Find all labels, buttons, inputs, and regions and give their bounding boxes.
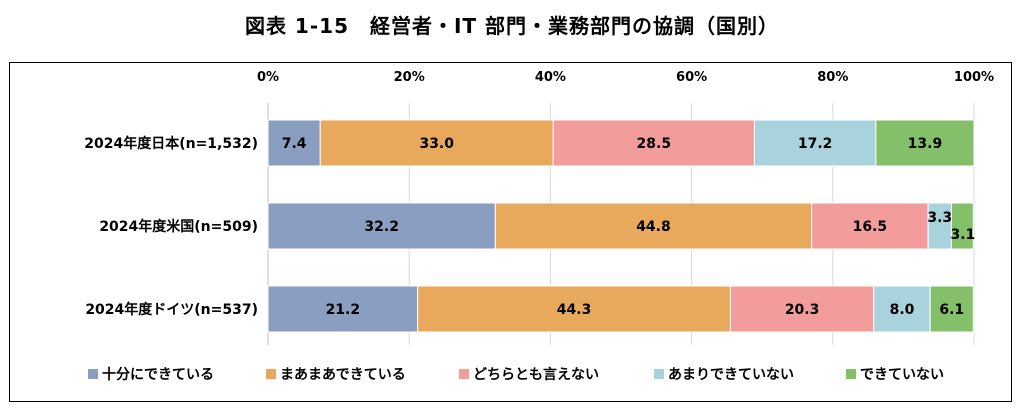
data-label: 7.4 bbox=[282, 136, 307, 152]
bar-segment bbox=[929, 285, 974, 333]
x-tick-label: 80% bbox=[817, 70, 848, 85]
stacked-bar-chart: 0% 20% 40% 60% 80% 100% 2024年度日本(n=1,532)2024… bbox=[84, 70, 994, 383]
x-tick-label: 60% bbox=[676, 70, 707, 85]
bar-segment bbox=[753, 119, 877, 167]
x-tick-label: 0% bbox=[257, 70, 279, 85]
data-labels: 7.4 33.0 28.5 17.2 13.9 32.2 44.8 16.5 3.33.1 21.… bbox=[282, 136, 976, 318]
data-label: 44.8 bbox=[636, 219, 671, 235]
chart-frame: 0% 20% 40% 60% 80% 100% 2024年度日本(n=1,532) 2024… bbox=[9, 62, 1012, 402]
legend: 十分にできている まあまあできている どちらとも言えない あまりできていない できていな… bbox=[88, 366, 944, 383]
x-axis-ticks: 0% 20% 40% 60% 80% 100% bbox=[257, 70, 994, 85]
legend-label: まあまあできている bbox=[280, 367, 406, 383]
data-label: 33.0 bbox=[419, 136, 454, 152]
bar-segment bbox=[319, 119, 554, 167]
category-label: 2024年度米国(n=509) bbox=[99, 218, 258, 235]
chart-title: 図表 1-15 経営者・IT 部門・業務部門の協調（国別） bbox=[244, 14, 780, 38]
category-labels: 2024年度日本(n=1,532) 2024年度米国(n=509) 2024年度ドイ… bbox=[84, 135, 258, 318]
data-label: 6.1 bbox=[939, 302, 964, 318]
data-label: 20.3 bbox=[785, 302, 820, 318]
legend-swatch bbox=[459, 369, 469, 379]
bar-segment bbox=[950, 202, 974, 250]
bar-segment bbox=[875, 119, 975, 167]
data-label: 3.1 bbox=[950, 227, 975, 243]
legend-swatch bbox=[654, 369, 664, 379]
data-label: 13.9 bbox=[908, 136, 943, 152]
data-label: 44.3 bbox=[557, 302, 592, 318]
category-label: 2024年度ドイツ(n=537) bbox=[85, 301, 258, 318]
legend-label: できていない bbox=[860, 367, 944, 383]
data-label: 17.2 bbox=[798, 136, 833, 152]
bar-segment bbox=[267, 119, 321, 167]
legend-label: あまりできていない bbox=[668, 367, 794, 383]
data-label: 32.2 bbox=[364, 219, 399, 235]
x-tick-label: 100% bbox=[954, 70, 994, 85]
category-label: 2024年度日本(n=1,532) bbox=[84, 135, 258, 152]
legend-swatch bbox=[846, 369, 856, 379]
bar-segment bbox=[267, 202, 496, 250]
bar-segment bbox=[267, 285, 419, 333]
data-label: 16.5 bbox=[853, 219, 888, 235]
legend-swatch bbox=[88, 369, 98, 379]
data-label: 28.5 bbox=[637, 136, 672, 152]
x-tick-label: 20% bbox=[394, 70, 425, 85]
bar-segment bbox=[417, 285, 731, 333]
data-label: 21.2 bbox=[326, 302, 361, 318]
bars bbox=[267, 119, 975, 333]
legend-label: 十分にできている bbox=[102, 366, 214, 383]
legend-swatch bbox=[266, 369, 276, 379]
x-tick-label: 40% bbox=[535, 70, 566, 85]
bar-segment bbox=[552, 119, 755, 167]
data-label: 8.0 bbox=[890, 302, 915, 318]
data-label: 3.3 bbox=[927, 210, 952, 226]
legend-label: どちらとも言えない bbox=[473, 366, 599, 383]
bar-segment bbox=[729, 285, 875, 333]
